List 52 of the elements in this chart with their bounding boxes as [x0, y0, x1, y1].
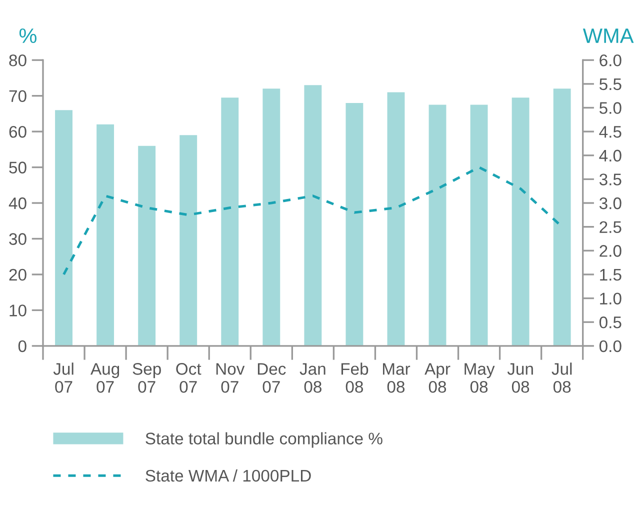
bar	[138, 146, 156, 346]
y2-tick-label: 1.5	[600, 269, 622, 281]
bar	[180, 135, 198, 346]
x-tick-label: Jun 08	[507, 363, 533, 393]
legend-label: State total bundle compliance %	[146, 432, 382, 448]
y2-tick-label: 1.0	[600, 292, 622, 304]
y-tick-label: 70	[9, 90, 26, 102]
x-tick-label: Feb 08	[341, 362, 368, 393]
bar	[262, 88, 280, 346]
x-tick-label: Jul 07	[53, 362, 74, 393]
y-tick-label: 20	[9, 268, 26, 281]
y-tick-label: 30	[9, 233, 26, 245]
y2-tick-label: 4.0	[599, 150, 622, 162]
x-tick-label: Aug 07	[90, 363, 120, 393]
bar	[221, 98, 239, 346]
y2-tick-label: 5.0	[599, 102, 622, 114]
y-tick-label: 40	[8, 197, 26, 210]
x-tick-label: Nov 07	[216, 363, 245, 393]
y2-tick-label: 4.5	[599, 126, 622, 138]
x-tick-label: Oct 07	[176, 363, 202, 393]
y2-axis-title: WMA	[582, 28, 634, 43]
bar	[470, 104, 488, 346]
y2-tick-label: 2.5	[600, 221, 622, 234]
x-tick-label: Sep 07	[132, 363, 161, 393]
y-tick-label: 50	[9, 162, 26, 174]
y-tick-label: 80	[9, 54, 26, 66]
y-tick-label: 60	[9, 126, 26, 138]
x-tick-label: Jul 08	[552, 362, 572, 393]
bar	[387, 92, 405, 346]
y2-tick-label: 2.0	[600, 245, 622, 257]
bar	[346, 102, 364, 346]
y-tick-label: 10	[10, 304, 26, 316]
x-tick-label: Apr 08	[424, 363, 450, 393]
legend-label: State WMA / 1000PLD	[146, 469, 311, 482]
y-axis-title: %	[19, 28, 36, 44]
y2-tick-label: 0.0	[599, 340, 622, 352]
y2-tick-label: 0.5	[599, 316, 622, 328]
bar	[553, 88, 571, 346]
x-tick-label: Mar 08	[383, 363, 410, 393]
bar	[96, 124, 114, 346]
bar	[428, 104, 446, 346]
x-tick-label: May 08	[464, 363, 495, 393]
y2-tick-label: 6.0	[600, 54, 622, 66]
y2-tick-label: 3.0	[599, 197, 622, 210]
bar	[304, 85, 322, 346]
y-tick-label: 0	[18, 340, 26, 352]
y2-tick-label: 5.5	[599, 78, 622, 90]
x-tick-label: Jan 08	[300, 363, 326, 393]
bar	[512, 98, 530, 346]
y2-tick-label: 3.5	[599, 174, 622, 186]
bar	[55, 110, 72, 346]
x-tick-label: Dec 07	[258, 363, 286, 393]
